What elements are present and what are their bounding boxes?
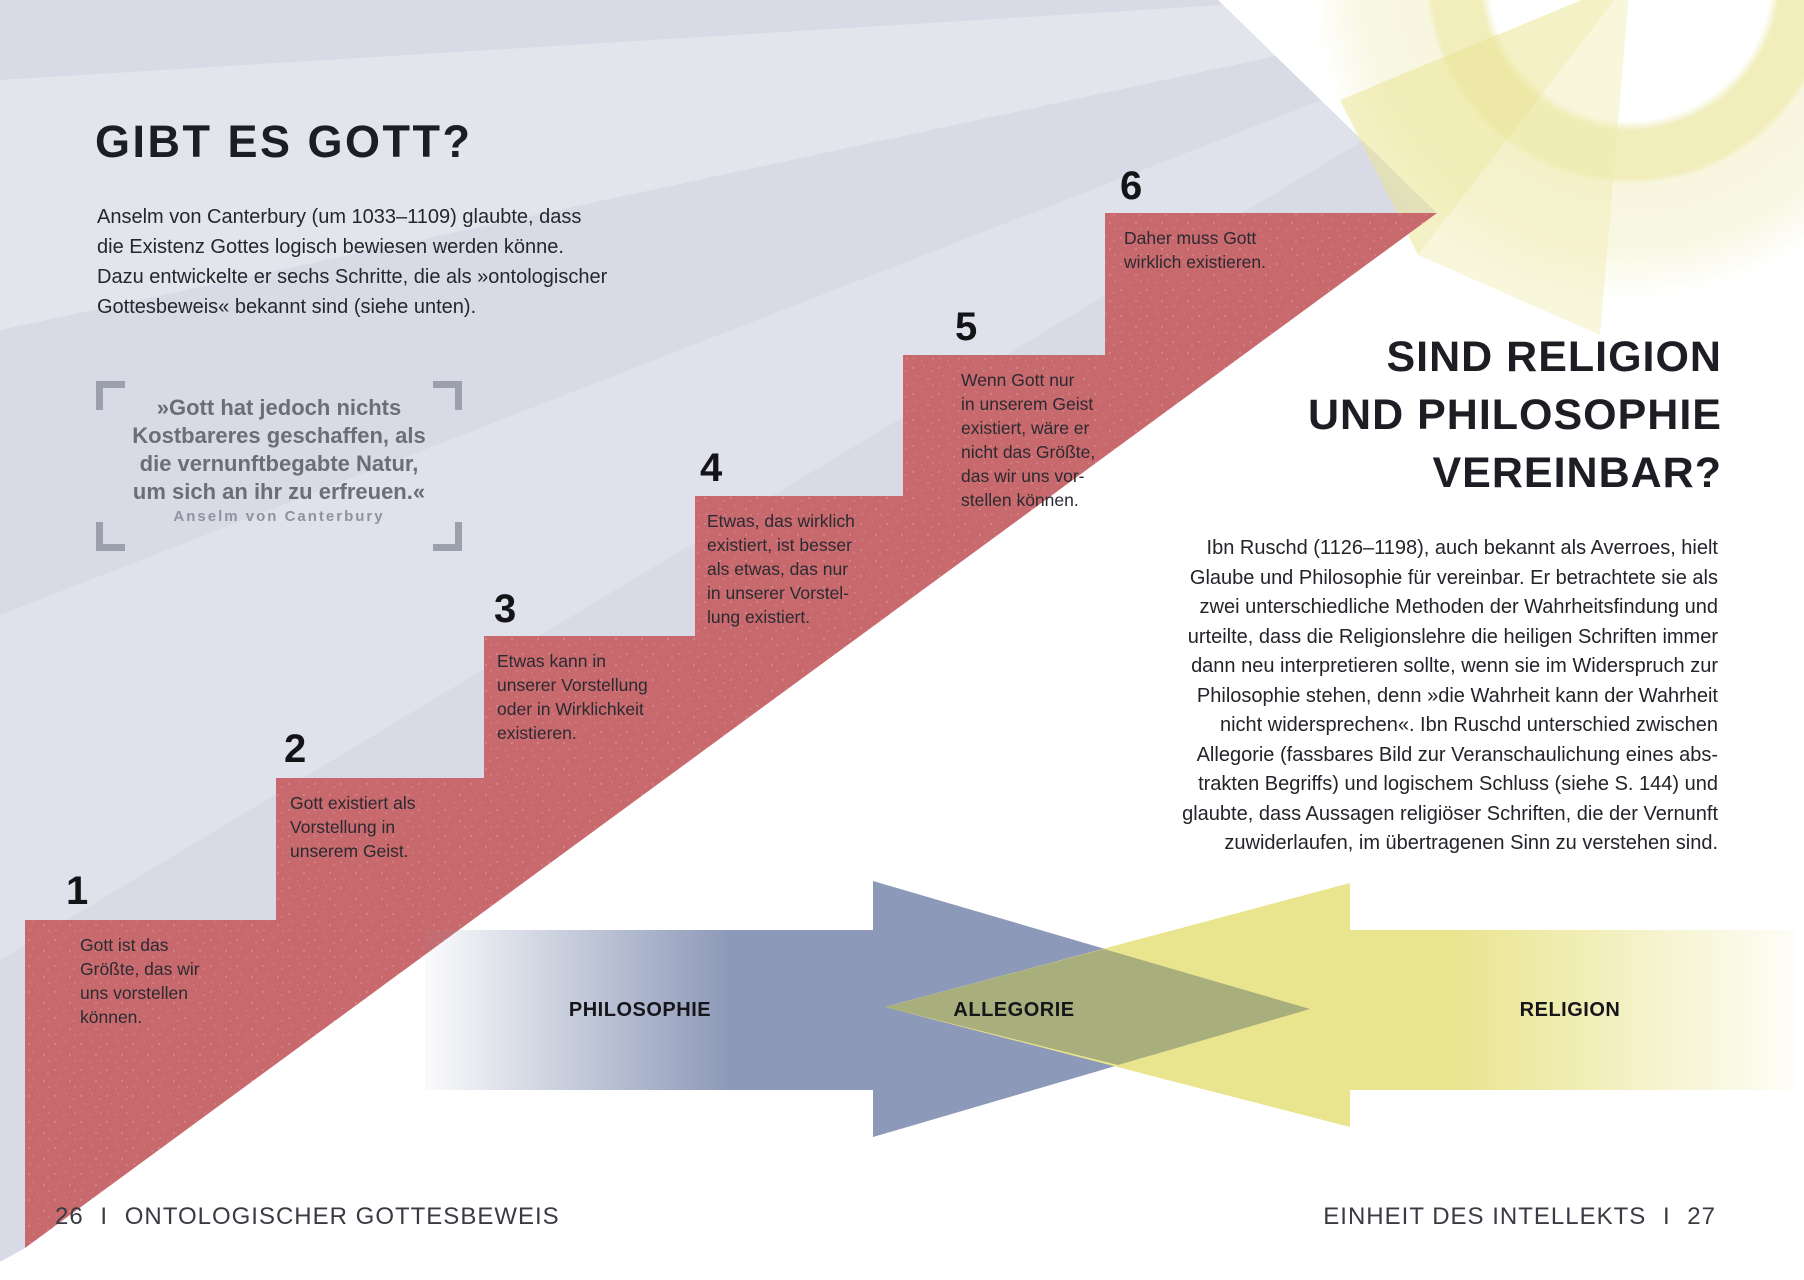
step-1-number: 1	[66, 869, 89, 913]
right-footer-separator: I	[1662, 1203, 1671, 1230]
step-4-text: Etwas, das wirklich existiert, ist besse…	[707, 511, 855, 627]
step-6-text: Daher muss Gott wirklich existieren.	[1124, 228, 1266, 272]
step-5-number: 5	[955, 305, 978, 349]
right-page-body: Ibn Ruschd (1126–1198), auch bekannt als…	[1182, 537, 1718, 854]
left-footer: 26 I ONTOLOGISCHER GOTTESBEWEIS	[55, 1203, 560, 1231]
quote-bracket-top-left-icon	[96, 381, 125, 410]
quote-text: »Gott hat jedoch nichts Kostbareres gesc…	[132, 395, 426, 504]
philosophy-arrow-label: PHILOSOPHIE	[568, 999, 712, 1021]
left-chapter-title: ONTOLOGISCHER GOTTESBEWEIS	[124, 1203, 560, 1230]
religion-arrow	[885, 883, 1795, 1127]
sun-ray-2	[1418, 0, 1629, 335]
allegory-overlap-label: ALLEGORIE	[953, 999, 1075, 1021]
left-page-number: 26	[55, 1203, 84, 1230]
quote-attribution: Anselm von Canterbury	[173, 508, 385, 525]
quote-block: »Gott hat jedoch nichts Kostbareres gesc…	[96, 381, 462, 551]
step-3-text: Etwas kann in unserer Vorstellung oder i…	[497, 651, 648, 743]
step-3-number: 3	[494, 587, 517, 631]
step-4-number: 4	[700, 446, 723, 490]
left-page-title: GIBT ES GOTT?	[95, 116, 473, 167]
philosophy-arrow	[425, 881, 1310, 1137]
step-6-number: 6	[1120, 164, 1143, 208]
sun-ray-1	[1340, 0, 1615, 255]
arrow-overlap-diamond	[885, 949, 1310, 1065]
quote-bracket-top-right-icon	[433, 381, 462, 410]
left-footer-separator: I	[100, 1203, 109, 1230]
right-footer: EINHEIT DES INTELLEKTS I 27	[1323, 1203, 1716, 1231]
right-page-title: SIND RELIGION UND PHILOSOPHIE VEREINBAR?	[1308, 333, 1722, 497]
quote-bracket-bottom-left-icon	[96, 522, 125, 551]
step-2-number: 2	[284, 727, 307, 771]
step-1-text: Gott ist das Größte, das wir uns vorstel…	[80, 935, 200, 1027]
religion-arrow-label: RELIGION	[1519, 999, 1621, 1021]
staircase-texture	[25, 213, 1437, 1248]
step-2-text: Gott existiert als Vorstellung in unsere…	[290, 793, 416, 861]
gray-page-background	[0, 0, 1437, 1262]
quote-bracket-bottom-right-icon	[433, 522, 462, 551]
left-page-intro: Anselm von Canterbury (um 1033–1109) gla…	[97, 206, 608, 318]
right-page-number: 27	[1687, 1203, 1716, 1230]
step-5-text: Wenn Gott nur in unserem Geist existiert…	[961, 370, 1096, 510]
right-chapter-title: EINHEIT DES INTELLEKTS	[1323, 1203, 1647, 1230]
